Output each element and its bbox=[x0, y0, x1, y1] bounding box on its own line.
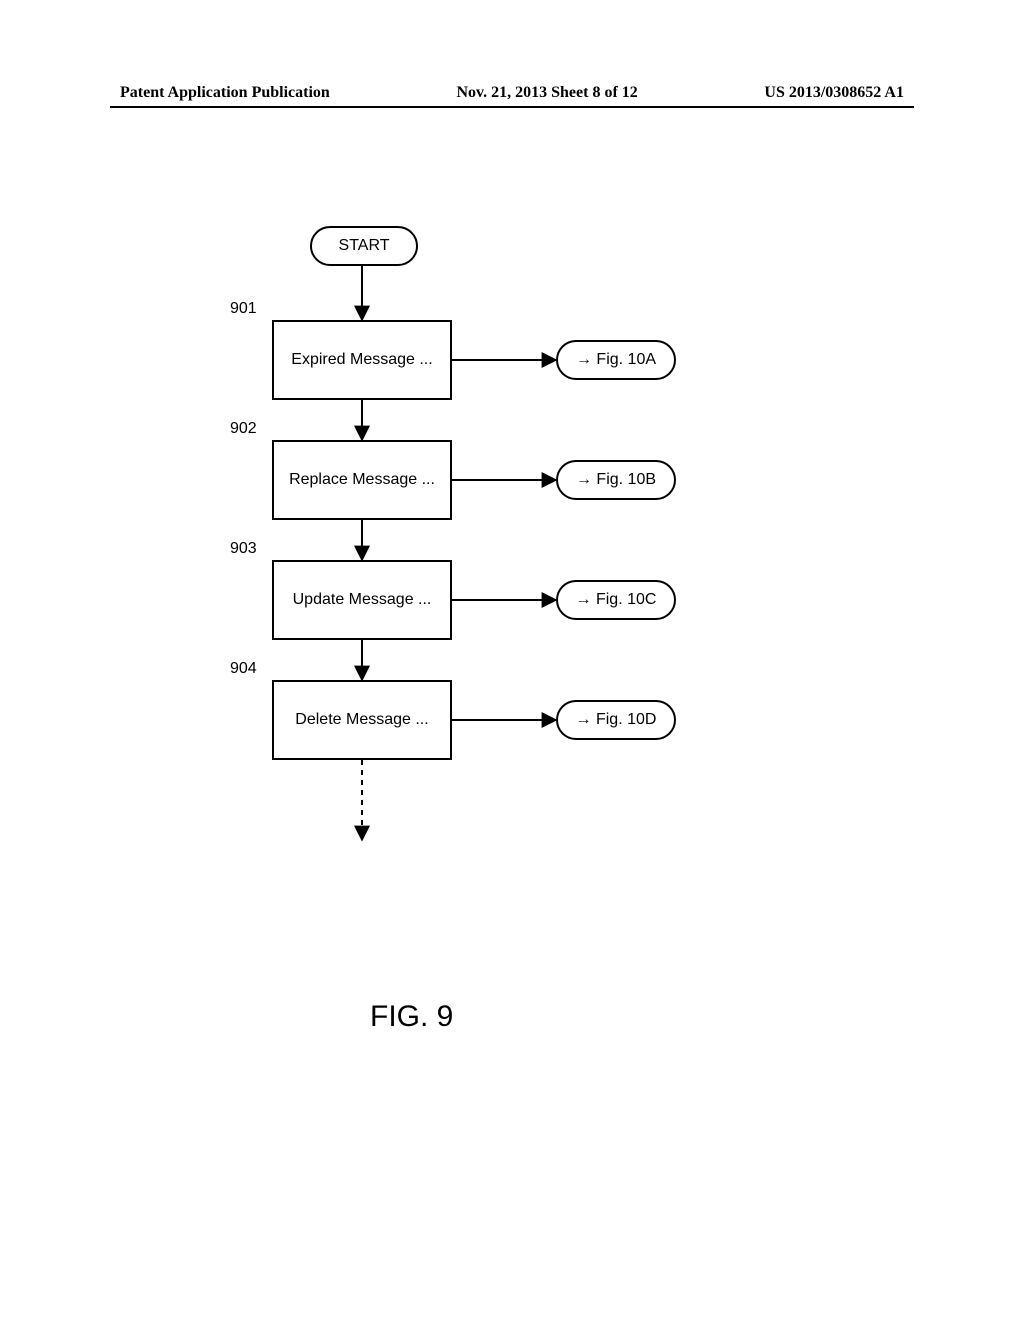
figure-caption-text: FIG. 9 bbox=[370, 1000, 453, 1033]
connector-label: → Fig. 10A bbox=[576, 351, 656, 369]
connector-fig-10d: → Fig. 10D bbox=[556, 700, 676, 740]
process-label: Update Message ... bbox=[293, 591, 432, 609]
connector-fig-10c: → Fig. 10C bbox=[556, 580, 676, 620]
connector-label: → Fig. 10B bbox=[576, 471, 656, 489]
process-delete-message: Delete Message ... bbox=[272, 680, 452, 760]
connector-fig-10a: → Fig. 10A bbox=[556, 340, 676, 380]
reference-text: 904 bbox=[230, 660, 257, 677]
flowchart: START Expired Message ... → Fig. 10A 901… bbox=[0, 0, 1024, 1320]
process-replace-message: Replace Message ... bbox=[272, 440, 452, 520]
process-label: Expired Message ... bbox=[291, 351, 432, 369]
connector-layer bbox=[0, 0, 1024, 1320]
process-label: Replace Message ... bbox=[289, 471, 435, 489]
figure-caption: FIG. 9 bbox=[370, 1000, 453, 1034]
reference-902: 902 bbox=[230, 420, 257, 438]
reference-903: 903 bbox=[230, 540, 257, 558]
reference-text: 902 bbox=[230, 420, 257, 437]
start-terminator: START bbox=[310, 226, 418, 266]
connector-label: → Fig. 10C bbox=[576, 591, 657, 609]
connector-fig-10b: → Fig. 10B bbox=[556, 460, 676, 500]
page-root: Patent Application Publication Nov. 21, … bbox=[0, 0, 1024, 1320]
start-label: START bbox=[339, 237, 390, 255]
process-label: Delete Message ... bbox=[295, 711, 428, 729]
reference-text: 903 bbox=[230, 540, 257, 557]
process-update-message: Update Message ... bbox=[272, 560, 452, 640]
process-expired-message: Expired Message ... bbox=[272, 320, 452, 400]
reference-904: 904 bbox=[230, 660, 257, 678]
reference-901: 901 bbox=[230, 300, 257, 318]
reference-text: 901 bbox=[230, 300, 257, 317]
connector-label: → Fig. 10D bbox=[576, 711, 657, 729]
